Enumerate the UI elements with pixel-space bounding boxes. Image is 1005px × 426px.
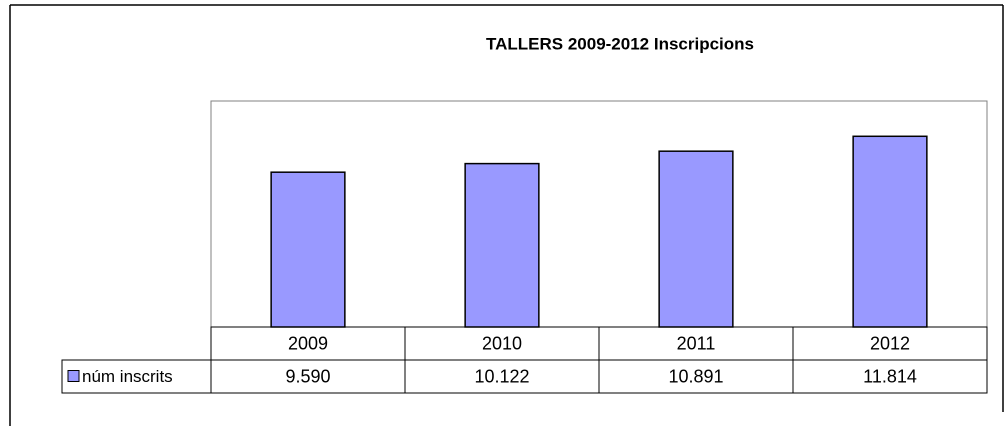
x-tick-label: 2011 [677, 333, 716, 353]
table-value: 9.590 [285, 366, 330, 386]
bar [464, 162, 540, 328]
legend-swatch [67, 370, 80, 382]
x-tick-label: 2010 [482, 333, 522, 353]
table-value: 11.814 [863, 366, 917, 386]
table-value: 10.891 [668, 366, 723, 386]
table-value: 10.122 [474, 366, 529, 386]
table-cell [792, 359, 988, 394]
x-tick-label: 2012 [870, 333, 910, 353]
legend-label: núm inscrits [82, 367, 173, 386]
x-tick-label: 2009 [288, 333, 328, 353]
bar [270, 171, 346, 328]
bar [658, 150, 734, 328]
table-cell [61, 359, 212, 394]
bar [852, 135, 928, 328]
chart-title: TALLERS 2009-2012 Inscripcions [486, 34, 754, 53]
